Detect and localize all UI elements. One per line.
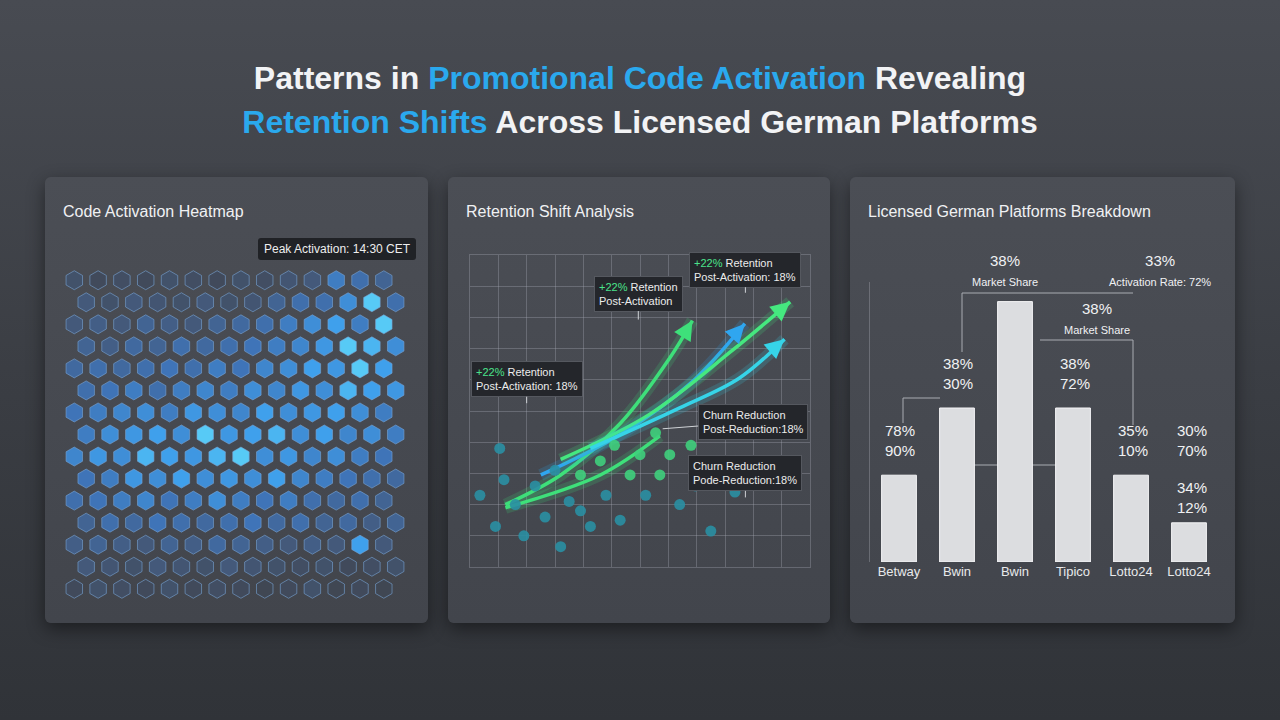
html-text:Patterns in Promotional Code A: Patterns in Promotional Code Activation … <box>253 60 1027 96</box>
svg-text:38%Market Share: 38%Market Share <box>972 252 1038 288</box>
svg-text:38%30%: 38%30% <box>943 355 973 392</box>
html-text:Peak Activation: 14:30 CET: Peak Activation: 14:30 CET <box>264 242 411 256</box>
svg-text:38%Market Share: 38%Market Share <box>1064 300 1130 336</box>
svg-text:35%10%: 35%10% <box>1118 422 1148 459</box>
html-text:Licensed German Platforms Brea: Licensed German Platforms Breakdown <box>868 203 1151 220</box>
svg-text:Churn ReductionPode-Reduction:: Churn ReductionPode-Reduction:18% <box>693 460 797 486</box>
svg-text:30%70%: 30%70% <box>1177 422 1207 459</box>
svg-text:Lotto24: Lotto24 <box>1167 564 1210 579</box>
svg-text:38%72%: 38%72% <box>1060 355 1090 392</box>
svg-text:Betway: Betway <box>878 564 921 579</box>
svg-text:33%Activation Rate: 72%: 33%Activation Rate: 72% <box>1109 252 1211 288</box>
html-text:Retention Shifts Across Licens: Retention Shifts Across Licensed German … <box>242 104 1038 140</box>
svg-text:Bwin: Bwin <box>943 564 971 579</box>
svg-text:34%12%: 34%12% <box>1177 479 1207 516</box>
svg-text:+22% RetentionPost-Activation:: +22% RetentionPost-Activation: 18% <box>694 257 796 283</box>
svg-text:+22% RetentionPost-Activation: +22% RetentionPost-Activation <box>599 281 678 307</box>
svg-text:78%90%: 78%90% <box>885 422 915 459</box>
html-text:Code Activation Heatmap: Code Activation Heatmap <box>63 203 244 220</box>
svg-text:+22% RetentionPost-Activation:: +22% RetentionPost-Activation: 18% <box>476 366 578 392</box>
svg-text:Tipico: Tipico <box>1056 564 1090 579</box>
svg-text:Lotto24: Lotto24 <box>1109 564 1152 579</box>
svg-text:Churn ReductionPost-Reduction:: Churn ReductionPost-Reduction:18% <box>703 409 803 435</box>
html-text:Retention Shift Analysis: Retention Shift Analysis <box>466 203 635 220</box>
svg-text:Bwin: Bwin <box>1001 564 1029 579</box>
